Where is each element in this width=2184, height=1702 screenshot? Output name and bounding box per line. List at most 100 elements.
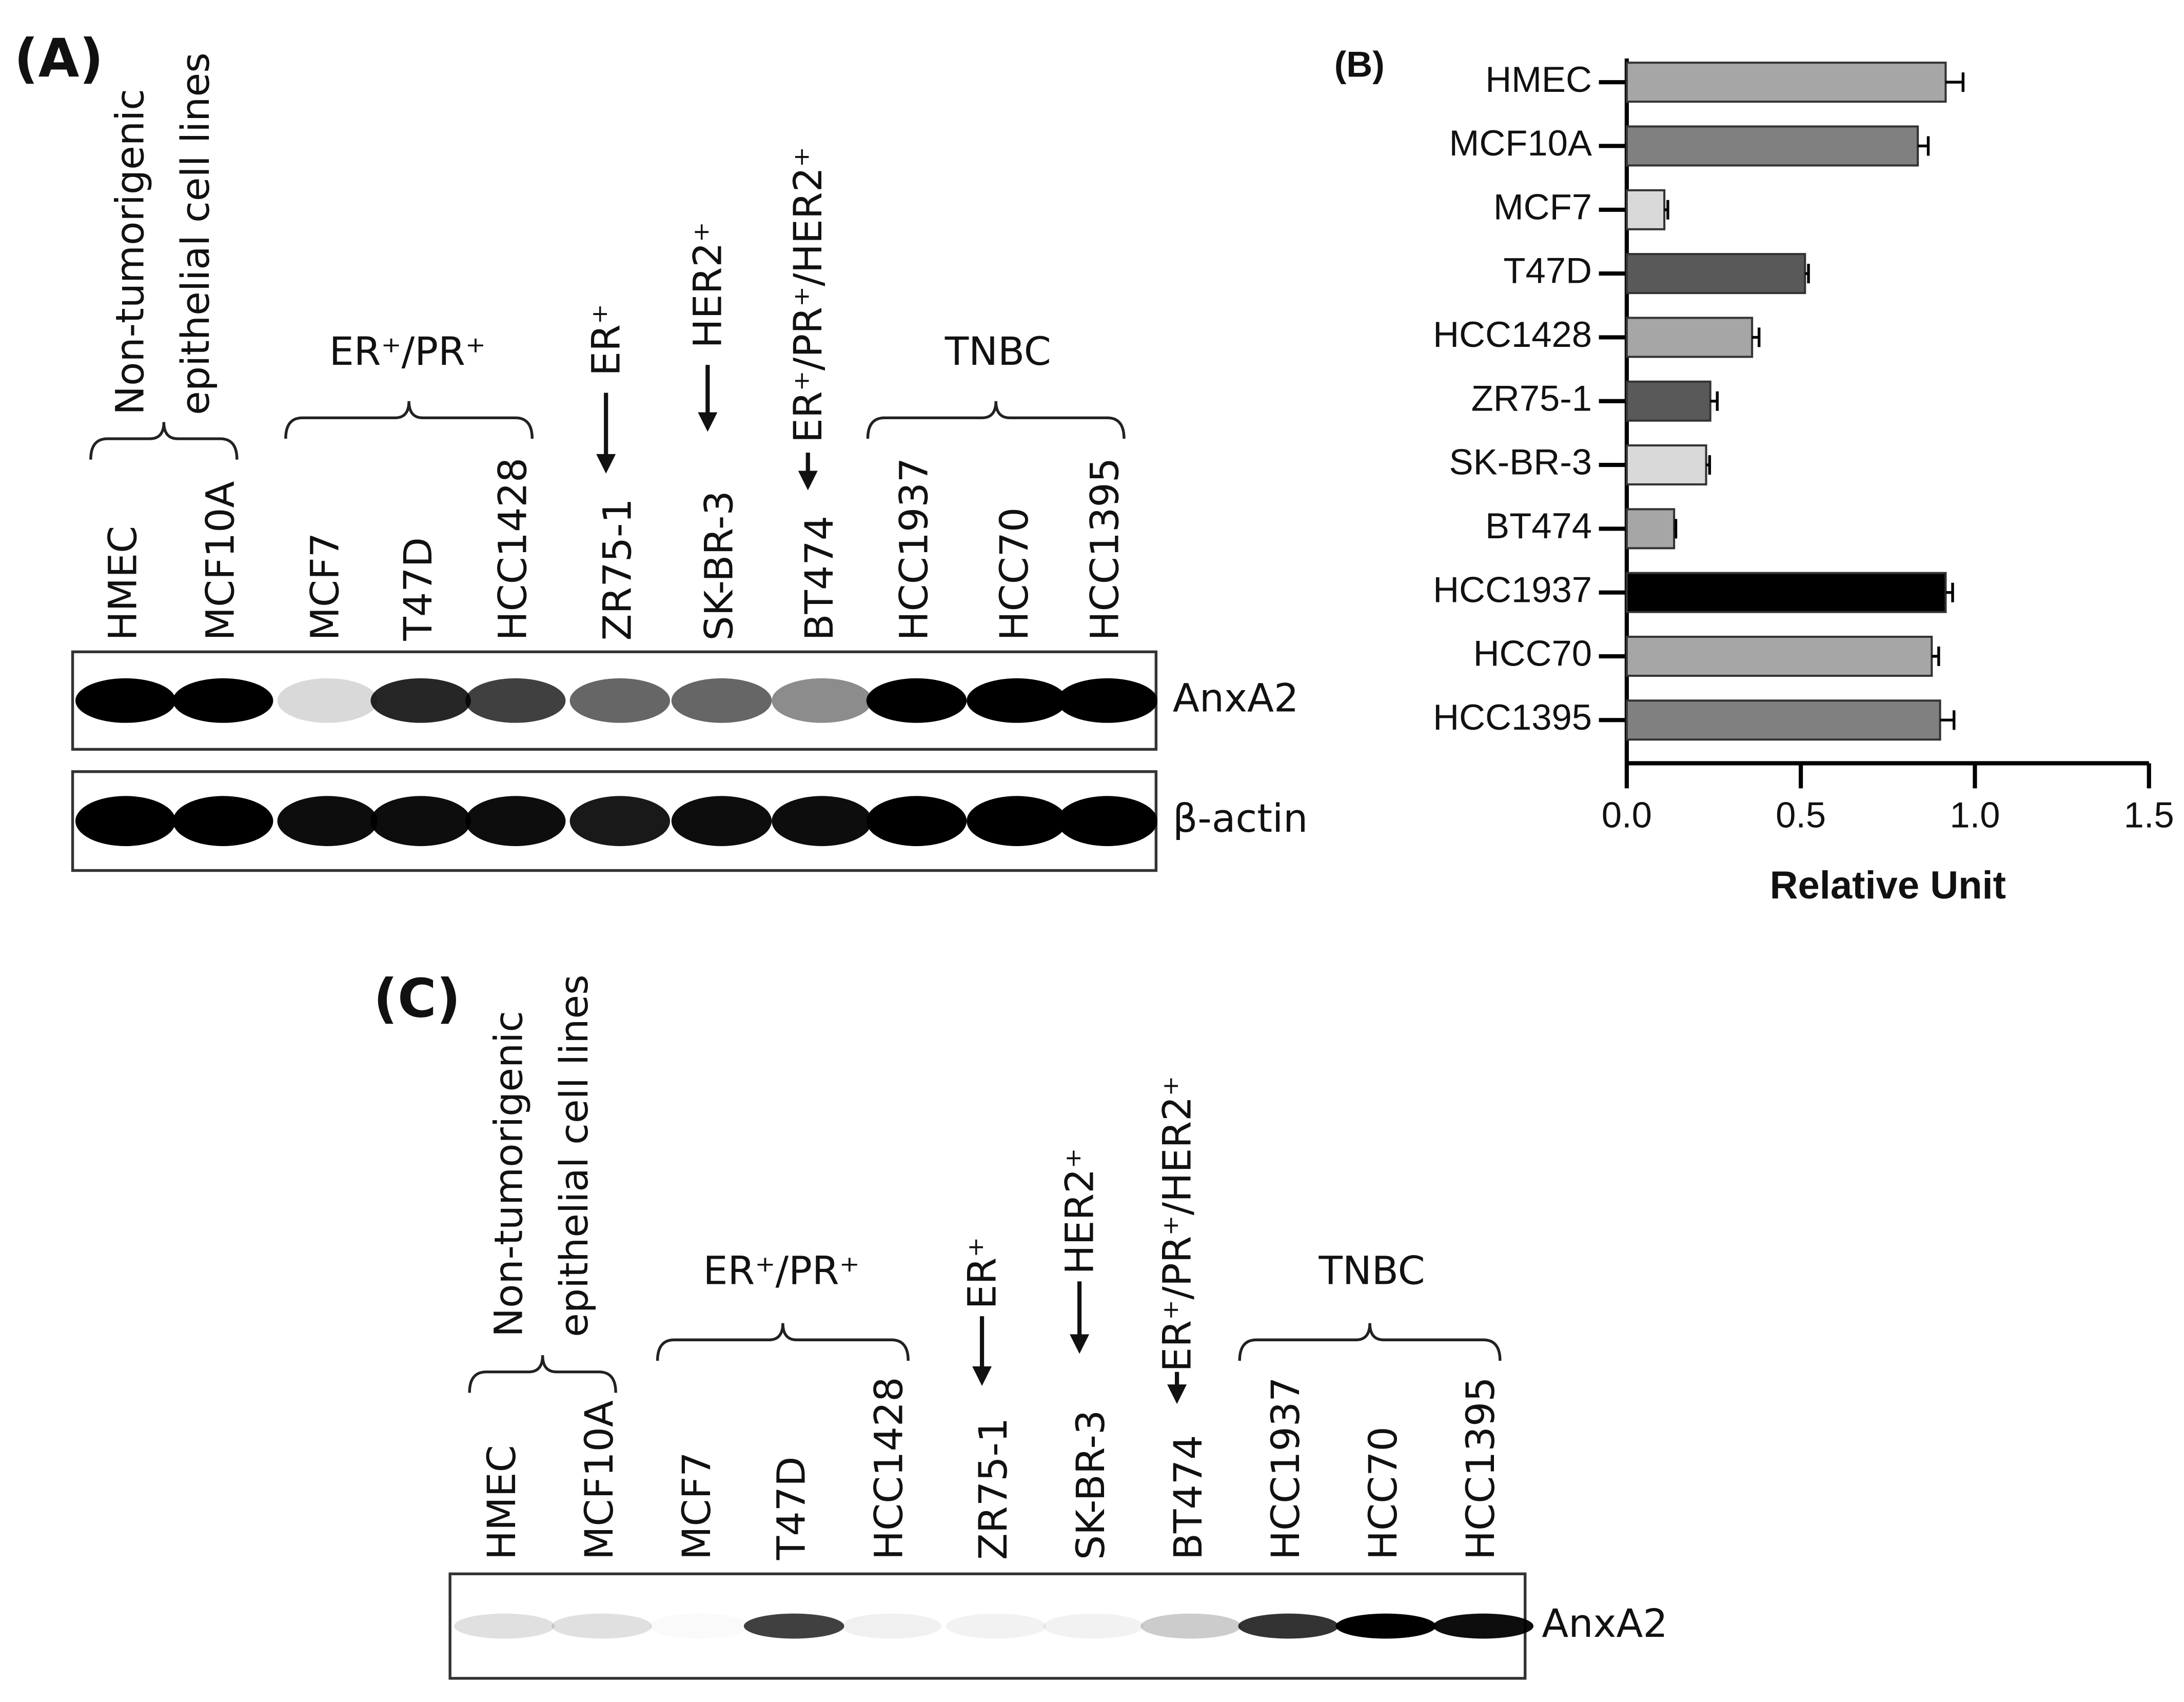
brace xyxy=(284,401,534,439)
x-axis-title: Relative Unit xyxy=(1770,864,2006,907)
bar xyxy=(1625,508,1676,550)
blot-band xyxy=(1140,1613,1241,1639)
bar xyxy=(1625,699,1941,741)
lane-label: HCC1428 xyxy=(866,1377,912,1560)
lane-label: ZR75-1 xyxy=(594,498,640,640)
blot-band xyxy=(946,1613,1046,1639)
blot-band xyxy=(1057,678,1158,723)
group-label: ER⁺/PR⁺/HER2⁺ xyxy=(1154,1075,1199,1372)
y-tick-label: T47D xyxy=(1503,250,1592,291)
x-tick-label: 0.0 xyxy=(1602,794,1652,835)
blot-band xyxy=(649,1614,749,1639)
error-bar xyxy=(1945,72,1965,92)
bar xyxy=(1625,572,1947,613)
blot-band xyxy=(75,796,176,846)
lane-label: HCC1428 xyxy=(490,458,536,641)
lane-label: MCF7 xyxy=(302,533,347,641)
lane-label: MCF10A xyxy=(198,481,243,641)
panel-label: (B) xyxy=(1334,44,1385,84)
lane-label: HCC1395 xyxy=(1081,458,1127,641)
blot-band xyxy=(1057,796,1158,846)
arrow-head xyxy=(596,454,616,474)
blot-band xyxy=(75,678,176,723)
blot-band xyxy=(772,678,872,723)
x-tick-label: 1.0 xyxy=(1950,794,2000,835)
blot-band xyxy=(967,678,1067,723)
blot-band xyxy=(370,678,471,723)
brace xyxy=(89,422,239,460)
group-label: epithelial cell lines xyxy=(172,52,218,415)
y-tick-label: SK-BR-3 xyxy=(1449,442,1592,482)
lane-label: SK-BR-3 xyxy=(696,491,741,640)
y-tick-label: BT474 xyxy=(1485,505,1592,546)
panel-label: (C) xyxy=(373,968,461,1030)
blot-band xyxy=(772,796,872,846)
x-tick-label: 1.5 xyxy=(2124,794,2174,835)
panel-label: (A) xyxy=(14,28,104,89)
blot-band xyxy=(569,796,671,846)
bar xyxy=(1625,62,1947,103)
lane-label: MCF10A xyxy=(576,1400,622,1560)
lane-label: HCC1395 xyxy=(1458,1377,1503,1560)
brace xyxy=(468,1355,617,1393)
group-label: ER⁺ xyxy=(959,1237,1005,1309)
group-label: epithelial cell lines xyxy=(551,974,597,1337)
lane-label: T47D xyxy=(769,1456,814,1560)
blot-band xyxy=(671,796,772,846)
blot-band xyxy=(172,678,273,723)
bar xyxy=(1625,317,1754,358)
y-tick-label: HCC1937 xyxy=(1433,569,1592,610)
lane-label: MCF7 xyxy=(674,1452,719,1560)
lane-label: T47D xyxy=(395,537,441,641)
group-label: TNBC xyxy=(1319,1248,1425,1294)
lane-label: HCC1937 xyxy=(1263,1377,1308,1560)
lane-label: ZR75-1 xyxy=(970,1418,1016,1560)
blot-band xyxy=(743,1613,844,1639)
error-bar xyxy=(1932,647,1940,667)
group-label: TNBC xyxy=(945,328,1051,374)
blot-band xyxy=(277,796,378,846)
lane-label: HCC70 xyxy=(1360,1426,1406,1560)
y-tick-label: MCF7 xyxy=(1493,186,1592,227)
blot-band xyxy=(1043,1613,1144,1639)
error-bar xyxy=(1805,264,1810,284)
group-label: HER2⁺ xyxy=(685,222,731,348)
blot-band xyxy=(1238,1613,1339,1639)
error-bar xyxy=(1664,200,1669,220)
x-tick-label: 0.5 xyxy=(1776,794,1826,835)
group-label: ER⁺/PR⁺/HER2⁺ xyxy=(785,147,831,443)
bar xyxy=(1625,189,1666,230)
blot-band xyxy=(277,678,378,723)
lane-label: HMEC xyxy=(100,526,146,641)
blot-label: β-actin xyxy=(1173,795,1308,841)
blot-band xyxy=(370,796,471,846)
blot-band xyxy=(569,678,671,723)
error-bar xyxy=(1674,519,1678,539)
error-bar xyxy=(1710,391,1719,411)
arrow-head xyxy=(1167,1384,1187,1404)
group-label: HER2⁺ xyxy=(1056,1148,1102,1274)
group-label: ER⁺/PR⁺ xyxy=(329,328,486,374)
y-tick-label: HMEC xyxy=(1485,59,1592,100)
error-bar xyxy=(1940,710,1956,730)
error-bar xyxy=(1945,582,1954,602)
arrow-head xyxy=(798,471,818,491)
group-label: ER⁺/PR⁺ xyxy=(703,1248,860,1294)
blot-band xyxy=(552,1613,652,1639)
blot-band xyxy=(1433,1613,1533,1639)
y-tick-label: MCF10A xyxy=(1449,123,1592,163)
blot-band xyxy=(671,678,772,723)
lane-label: HCC1937 xyxy=(891,458,936,641)
y-tick-label: HCC70 xyxy=(1473,633,1592,674)
arrow-head xyxy=(972,1366,992,1386)
lane-label: HMEC xyxy=(479,1445,524,1560)
bar xyxy=(1625,635,1933,677)
bar xyxy=(1625,253,1806,295)
blot-band xyxy=(1335,1613,1436,1639)
bar xyxy=(1625,444,1707,486)
arrow-head xyxy=(1070,1334,1090,1354)
group-label: Non-tumorigenic xyxy=(486,1011,532,1337)
group-label: ER⁺ xyxy=(583,304,629,376)
blot-band xyxy=(172,796,273,846)
lane-label: SK-BR-3 xyxy=(1068,1410,1113,1560)
